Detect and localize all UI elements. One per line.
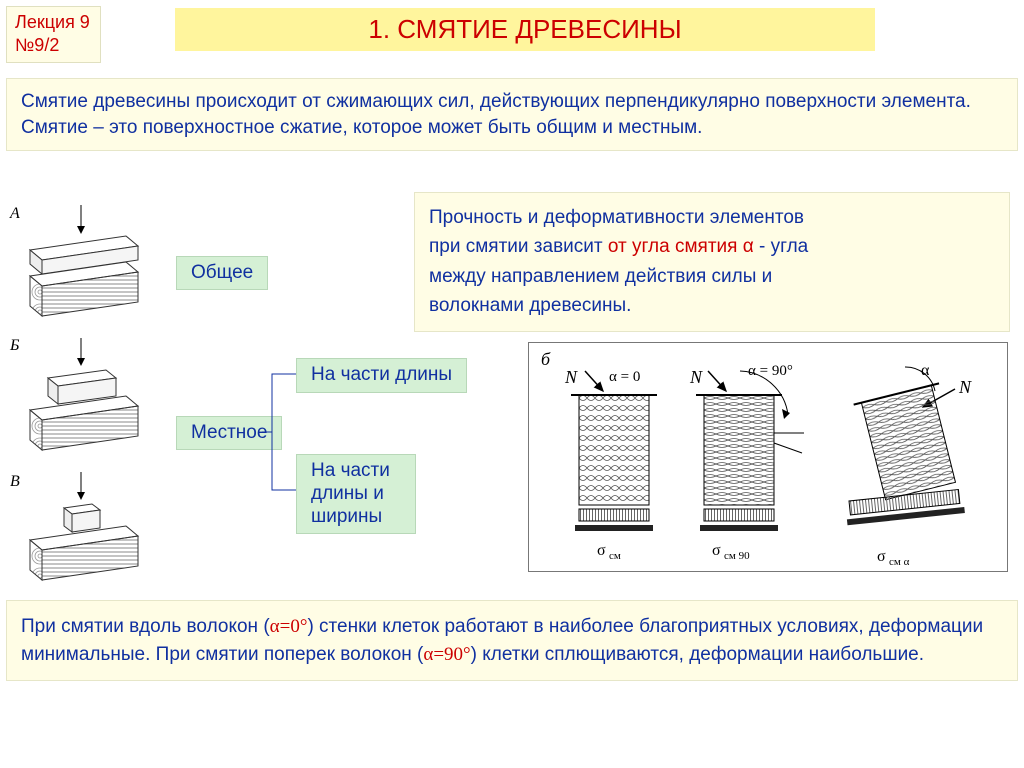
svg-text:α: α [921, 362, 930, 379]
strength-text: Прочность и деформативности элементов пр… [414, 192, 1010, 332]
svg-text:см: см [609, 550, 621, 562]
label-a: А [9, 205, 20, 222]
svg-text:см α: см α [889, 556, 910, 568]
slide-title: 1. СМЯТИЕ ДРЕВЕСИНЫ [175, 8, 875, 51]
strength-l3: между направлением действия силы и [429, 262, 995, 291]
svg-text:α = 0: α = 0 [609, 369, 640, 385]
svg-text:σ: σ [597, 542, 606, 559]
lecture-line1: Лекция 9 [15, 11, 90, 34]
svg-text:см 90: см 90 [724, 550, 750, 562]
svg-text:N: N [564, 367, 578, 387]
strength-l2: при смятии зависит от угла смятия α - уг… [429, 232, 995, 261]
label-b: Б [9, 337, 20, 354]
strength-l4: волокнами древесины. [429, 291, 995, 320]
bracket-icon [262, 362, 302, 522]
tag-general: Общее [176, 256, 268, 290]
mid-section: А Б [6, 192, 1018, 592]
right-diagram-svg: б N α = 0 σ см N α = 90° [529, 343, 1009, 573]
svg-text:N: N [689, 367, 703, 387]
tag-part-length-width: На части длины и ширины [296, 454, 416, 534]
left-diagram-svg: А Б [6, 200, 156, 600]
bottom-text: При смятии вдоль волокон (α=0°) стенки к… [6, 600, 1018, 681]
lecture-line2: №9/2 [15, 34, 90, 57]
intro-text: Смятие древесины происходит от сжимающих… [6, 78, 1018, 151]
svg-text:σ: σ [877, 548, 886, 565]
left-diagrams: А Б [6, 200, 156, 605]
lecture-badge: Лекция 9 №9/2 [6, 6, 101, 63]
corner-label: б [541, 349, 551, 369]
right-diagram: б N α = 0 σ см N α = 90° [528, 342, 1008, 572]
svg-text:N: N [958, 377, 972, 397]
strength-l1: Прочность и деформативности элементов [429, 203, 995, 232]
tag-part-length: На части длины [296, 358, 467, 393]
label-v: В [10, 473, 20, 490]
svg-text:σ: σ [712, 542, 721, 559]
svg-text:α = 90°: α = 90° [748, 363, 793, 379]
